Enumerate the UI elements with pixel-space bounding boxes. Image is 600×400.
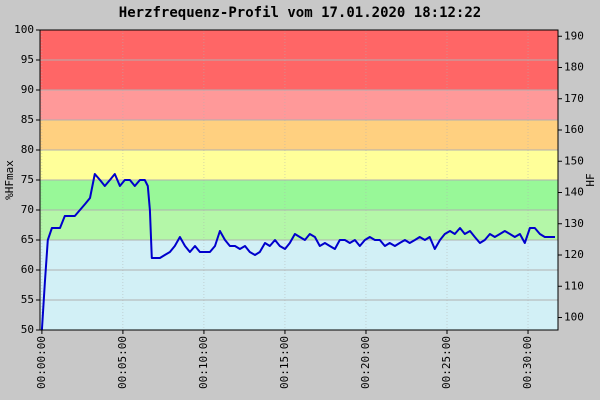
zone-band bbox=[40, 210, 558, 240]
y2-tick-label: 180 bbox=[564, 61, 584, 74]
chart-title: Herzfrequenz-Profil vom 17.01.2020 18:12… bbox=[119, 5, 481, 21]
y-axis-label: %HFmax bbox=[3, 160, 16, 200]
y-tick-label: 50 bbox=[21, 323, 34, 336]
x-tick-label: 00:15:00 bbox=[278, 336, 291, 389]
y-tick-label: 55 bbox=[21, 293, 34, 306]
zone-band bbox=[40, 150, 558, 180]
zone-band bbox=[40, 180, 558, 210]
y2-tick-label: 100 bbox=[564, 311, 584, 324]
y-tick-label: 60 bbox=[21, 263, 34, 276]
x-tick-label: 00:00:00 bbox=[35, 336, 48, 389]
y2-tick-label: 160 bbox=[564, 123, 584, 136]
zone-band bbox=[40, 90, 558, 120]
plot-border bbox=[39, 29, 559, 331]
y-tick-label: 70 bbox=[21, 203, 34, 216]
y-tick-label: 90 bbox=[21, 83, 34, 96]
x-tick-label: 00:10:00 bbox=[197, 336, 210, 389]
y-tick-label: 65 bbox=[21, 233, 34, 246]
y2-tick-label: 190 bbox=[564, 29, 584, 42]
y2-tick-label: 130 bbox=[564, 217, 584, 230]
y-tick-label: 75 bbox=[21, 173, 34, 186]
y-tick-label: 80 bbox=[21, 143, 34, 156]
hr-line bbox=[40, 173, 555, 331]
y2-tick-label: 150 bbox=[564, 154, 584, 167]
y-tick-label: 85 bbox=[21, 113, 34, 126]
x-tick-label: 00:05:00 bbox=[116, 336, 129, 389]
zone-band bbox=[40, 120, 558, 150]
y-tick-label: 100 bbox=[14, 23, 34, 36]
x-tick-label: 00:20:00 bbox=[359, 336, 372, 389]
x-tick-label: 00:30:00 bbox=[521, 336, 534, 389]
y2-axis-label: HF bbox=[584, 173, 597, 186]
zone-band bbox=[40, 240, 558, 330]
y2-tick-label: 170 bbox=[564, 92, 584, 105]
y2-tick-label: 110 bbox=[564, 279, 584, 292]
y-tick-label: 95 bbox=[21, 53, 34, 66]
y2-tick-label: 120 bbox=[564, 248, 584, 261]
x-tick-label: 00:25:00 bbox=[440, 336, 453, 389]
y2-tick-label: 140 bbox=[564, 186, 584, 199]
